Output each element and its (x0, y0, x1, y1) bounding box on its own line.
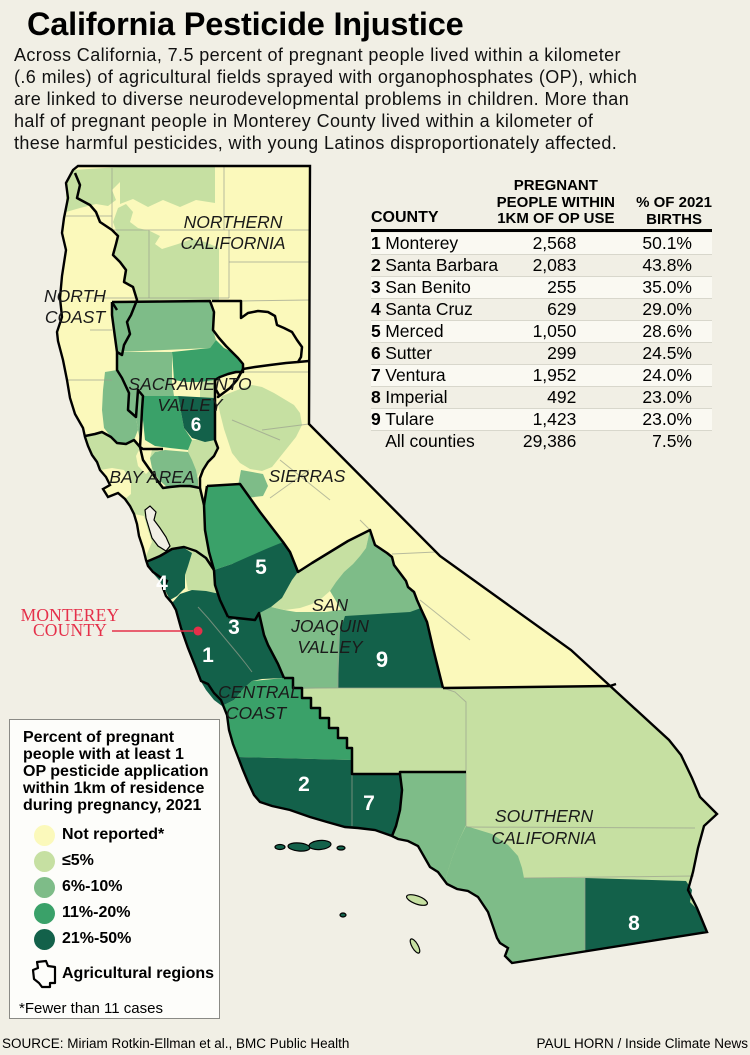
svg-text:SOUTHERN: SOUTHERN (495, 806, 594, 826)
svg-text:CALIFORNIA: CALIFORNIA (180, 233, 285, 253)
svg-text:3: 3 (228, 616, 240, 639)
svg-text:7: 7 (363, 792, 375, 815)
svg-text:5: 5 (255, 556, 267, 579)
svg-text:1: 1 (202, 644, 214, 667)
svg-text:SIERRAS: SIERRAS (269, 466, 346, 486)
svg-text:VALLEY: VALLEY (297, 637, 364, 657)
svg-text:SACRAMENTO: SACRAMENTO (128, 374, 252, 394)
svg-text:COAST: COAST (226, 703, 288, 723)
svg-text:CALIFORNIA: CALIFORNIA (491, 828, 596, 848)
svg-text:2: 2 (298, 773, 310, 796)
svg-text:JOAQUIN: JOAQUIN (290, 616, 369, 636)
svg-text:9: 9 (376, 647, 388, 672)
svg-text:VALLEY: VALLEY (157, 395, 224, 415)
svg-text:COAST: COAST (45, 307, 107, 327)
svg-text:6: 6 (191, 415, 202, 436)
svg-text:NORTH: NORTH (44, 286, 106, 306)
svg-text:8: 8 (628, 912, 640, 935)
svg-text:CENTRAL: CENTRAL (218, 682, 300, 702)
svg-text:BAY AREA: BAY AREA (109, 467, 194, 487)
svg-text:NORTHERN: NORTHERN (184, 212, 283, 232)
svg-text:4: 4 (156, 572, 168, 595)
svg-text:SAN: SAN (312, 595, 348, 615)
